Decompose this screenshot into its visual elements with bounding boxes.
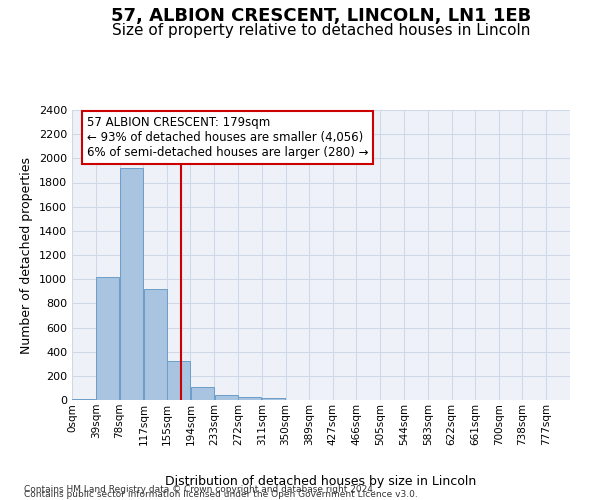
- Bar: [167, 362, 190, 400]
- Text: Contains public sector information licensed under the Open Government Licence v3: Contains public sector information licen…: [24, 490, 418, 499]
- Text: Contains HM Land Registry data © Crown copyright and database right 2024.: Contains HM Land Registry data © Crown c…: [24, 484, 376, 494]
- Text: 57 ALBION CRESCENT: 179sqm
← 93% of detached houses are smaller (4,056)
6% of se: 57 ALBION CRESCENT: 179sqm ← 93% of deta…: [87, 116, 368, 159]
- Text: 57, ALBION CRESCENT, LINCOLN, LN1 1EB: 57, ALBION CRESCENT, LINCOLN, LN1 1EB: [111, 8, 531, 26]
- Bar: [238, 397, 262, 400]
- Y-axis label: Number of detached properties: Number of detached properties: [20, 156, 34, 354]
- Text: Distribution of detached houses by size in Lincoln: Distribution of detached houses by size …: [166, 474, 476, 488]
- Bar: [73, 399, 95, 400]
- Bar: [96, 277, 119, 400]
- Bar: [120, 168, 143, 400]
- Bar: [144, 289, 167, 400]
- Bar: [262, 398, 285, 400]
- Text: Size of property relative to detached houses in Lincoln: Size of property relative to detached ho…: [112, 22, 530, 38]
- Bar: [191, 386, 214, 400]
- Bar: [215, 394, 238, 400]
